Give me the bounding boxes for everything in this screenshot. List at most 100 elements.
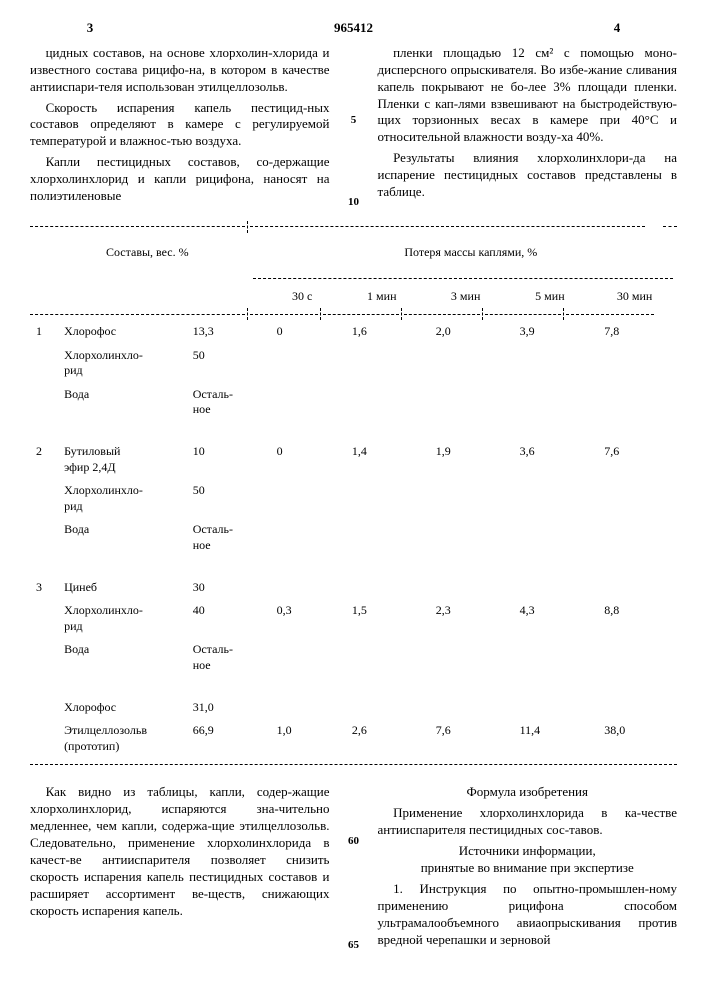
top-right-p2: Результаты влияния хлорхолинхлори-да на …: [378, 150, 678, 201]
data-cell: [508, 638, 593, 677]
data-cell: 4,3: [508, 599, 593, 638]
bottom-right-p1: Применение хлорхолинхлорида в ка-честве …: [378, 805, 678, 839]
data-cell: 3,9: [508, 320, 593, 344]
header-left: Составы, вес. %: [30, 233, 265, 273]
top-left-column: цидных составов, на основе хлорхолин-хло…: [30, 45, 330, 209]
data-cell: [340, 576, 424, 600]
data-cell: [340, 344, 424, 383]
data-cell: 38,0: [592, 719, 677, 758]
data-cell: 1,9: [424, 440, 508, 479]
group-spacer: [30, 422, 677, 440]
data-cell: [340, 518, 424, 557]
row-index: [30, 696, 60, 720]
row-index: 3: [30, 576, 60, 600]
bottom-right-p2: 1. Инструкция по опытно-промышлен-ному п…: [378, 881, 678, 949]
table-row: Хлорхолинхло- рид50: [30, 344, 677, 383]
data-cell: [424, 638, 508, 677]
marker-5: 5: [351, 113, 357, 127]
time-header-row: 30 с 1 мин 3 мин 5 мин 30 мин: [30, 285, 677, 309]
table-row: 1Хлорофос13,301,62,03,97,8: [30, 320, 677, 344]
data-cell: 3,6: [508, 440, 593, 479]
top-text-columns: цидных составов, на основе хлорхолин-хло…: [30, 45, 677, 209]
row-index: [30, 599, 60, 638]
component-value: 40: [187, 599, 265, 638]
component-name: Хлорхолинхло- рид: [60, 344, 187, 383]
formula-heading: Формула изобретения: [378, 784, 678, 801]
data-cell: [265, 518, 340, 557]
component-value: 10: [187, 440, 265, 479]
data-cell: [265, 576, 340, 600]
component-name: Вода: [60, 638, 187, 677]
data-cell: [424, 576, 508, 600]
data-cell: [265, 344, 340, 383]
row-index: 2: [30, 440, 60, 479]
data-cell: [424, 696, 508, 720]
component-value: 30: [187, 576, 265, 600]
data-cell: 2,6: [340, 719, 424, 758]
data-cell: [592, 344, 677, 383]
table-row: ВодаОсталь- ное: [30, 518, 677, 557]
component-value: 31,0: [187, 696, 265, 720]
data-cell: 11,4: [508, 719, 593, 758]
data-cell: [592, 576, 677, 600]
table-top-rule: [30, 221, 677, 233]
component-value: 50: [187, 479, 265, 518]
col-30min: 30 мин: [592, 285, 677, 309]
data-cell: 7,6: [592, 440, 677, 479]
marker-60: 60: [348, 834, 359, 848]
data-cell: 2,3: [424, 599, 508, 638]
component-value: 50: [187, 344, 265, 383]
row-index: [30, 479, 60, 518]
component-value: Осталь- ное: [187, 383, 265, 422]
data-cell: 7,6: [424, 719, 508, 758]
component-name: Хлорхолинхло- рид: [60, 599, 187, 638]
table-row: ВодаОсталь- ное: [30, 638, 677, 677]
component-name: Этилцеллозольв (прототип): [60, 719, 187, 758]
data-table-region: Составы, вес. % Потеря массы каплями, % …: [30, 221, 677, 770]
data-cell: [508, 479, 593, 518]
table-row: Хлорхолинхло- рид50: [30, 479, 677, 518]
component-name: Вода: [60, 518, 187, 557]
data-cell: [508, 344, 593, 383]
data-cell: [265, 638, 340, 677]
data-cell: 1,4: [340, 440, 424, 479]
component-name: Хлорхолинхло- рид: [60, 479, 187, 518]
marker-65: 65: [348, 938, 359, 952]
data-cell: 1,5: [340, 599, 424, 638]
col-3min: 3 мин: [424, 285, 508, 309]
component-name: Бутиловый эфир 2,4Д: [60, 440, 187, 479]
component-value: 66,9: [187, 719, 265, 758]
data-cell: 0,3: [265, 599, 340, 638]
data-cell: [592, 696, 677, 720]
bottom-right-column: Формула изобретения Применение хлорхолин…: [378, 784, 678, 952]
data-cell: [592, 383, 677, 422]
data-cell: [508, 576, 593, 600]
table-head: Составы, вес. % Потеря массы каплями, % …: [30, 233, 677, 320]
data-cell: 0: [265, 440, 340, 479]
table-mid-rule: [30, 273, 677, 285]
table-row: 3Цинеб30: [30, 576, 677, 600]
component-value: 13,3: [187, 320, 265, 344]
col-5min: 5 мин: [508, 285, 593, 309]
data-table: Составы, вес. % Потеря массы каплями, % …: [30, 233, 677, 758]
data-cell: [424, 479, 508, 518]
data-cell: [265, 479, 340, 518]
row-index: [30, 518, 60, 557]
data-cell: [340, 479, 424, 518]
row-index: 1: [30, 320, 60, 344]
data-cell: [424, 344, 508, 383]
line-markers-top: 5 10: [346, 45, 362, 209]
data-cell: 1,6: [340, 320, 424, 344]
row-index: [30, 344, 60, 383]
bottom-left-p1: Как видно из таблицы, капли, содер-жащие…: [30, 784, 330, 919]
table-header-bottom-rule: [30, 308, 677, 320]
data-cell: [508, 518, 593, 557]
component-name: Хлорофос: [60, 696, 187, 720]
table-body: 1Хлорофос13,301,62,03,97,8Хлорхолинхло- …: [30, 320, 677, 758]
top-left-p2: Скорость испарения капель пестицид-ных с…: [30, 100, 330, 151]
component-value: Осталь- ное: [187, 518, 265, 557]
data-cell: [265, 696, 340, 720]
table-row: Хлорофос31,0: [30, 696, 677, 720]
group-spacer: [30, 558, 677, 576]
page-header: 3 965412 4: [30, 20, 677, 37]
